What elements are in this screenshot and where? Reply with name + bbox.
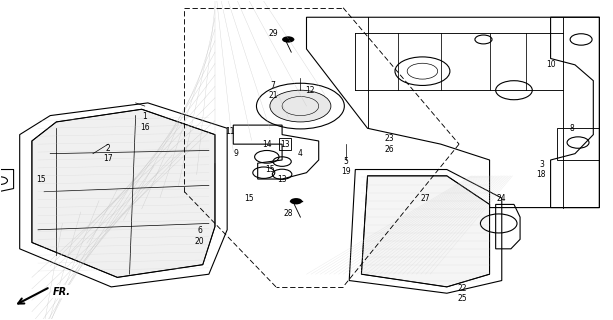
Text: 22
25: 22 25: [457, 284, 467, 303]
Text: 9: 9: [234, 149, 238, 158]
Circle shape: [282, 36, 294, 43]
Text: 27: 27: [421, 194, 430, 203]
Text: 6
20: 6 20: [195, 227, 205, 246]
Polygon shape: [32, 109, 215, 277]
Text: 13: 13: [280, 140, 290, 148]
Text: 3
18: 3 18: [537, 160, 546, 179]
Text: 1
16: 1 16: [140, 112, 150, 132]
Text: 15: 15: [36, 174, 46, 184]
Text: 5
19: 5 19: [341, 157, 351, 176]
Text: 28: 28: [283, 209, 293, 219]
Text: 4: 4: [298, 149, 303, 158]
Text: 15: 15: [265, 165, 275, 174]
Text: 29: 29: [268, 28, 278, 38]
Text: 2
17: 2 17: [104, 144, 113, 163]
Text: 7
21: 7 21: [268, 81, 278, 100]
Polygon shape: [362, 176, 490, 287]
Text: 23
26: 23 26: [384, 134, 394, 154]
Text: 10: 10: [546, 60, 555, 69]
Text: 11: 11: [226, 127, 235, 136]
Circle shape: [270, 90, 331, 122]
Text: 12: 12: [305, 86, 314, 95]
Circle shape: [290, 198, 302, 204]
Text: 8: 8: [569, 124, 574, 133]
Text: 13: 13: [277, 174, 287, 184]
Text: 24: 24: [497, 194, 506, 203]
Text: 15: 15: [244, 194, 253, 203]
Text: FR.: FR.: [53, 287, 71, 297]
Text: 14: 14: [262, 140, 272, 148]
